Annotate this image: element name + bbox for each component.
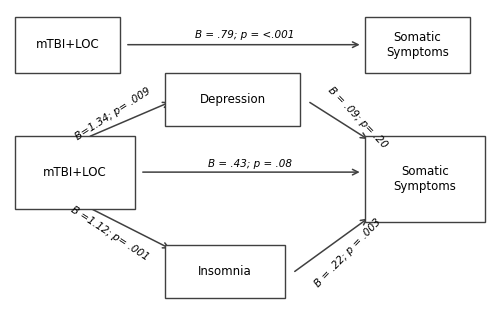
FancyBboxPatch shape [15, 136, 135, 209]
Text: mTBI+LOC: mTBI+LOC [36, 38, 100, 51]
Text: B = .79; p = <.001: B = .79; p = <.001 [196, 30, 294, 40]
Text: B=1.34; p= .009: B=1.34; p= .009 [73, 86, 152, 142]
Text: B = .09; p= .20: B = .09; p= .20 [326, 85, 389, 150]
Text: Depression: Depression [200, 93, 266, 106]
Text: B = .43; p = .08: B = .43; p = .08 [208, 159, 292, 169]
Text: Somatic
Symptoms: Somatic Symptoms [386, 31, 449, 59]
FancyBboxPatch shape [365, 136, 485, 222]
Text: B =1.12; p= .001: B =1.12; p= .001 [69, 205, 151, 262]
FancyBboxPatch shape [15, 17, 120, 73]
Text: Somatic
Symptoms: Somatic Symptoms [394, 165, 456, 193]
Text: B = .22; p = .003: B = .22; p = .003 [312, 217, 382, 289]
FancyBboxPatch shape [165, 73, 300, 126]
FancyBboxPatch shape [365, 17, 470, 73]
Text: mTBI+LOC: mTBI+LOC [43, 166, 107, 179]
FancyBboxPatch shape [165, 245, 285, 298]
Text: Insomnia: Insomnia [198, 265, 252, 278]
